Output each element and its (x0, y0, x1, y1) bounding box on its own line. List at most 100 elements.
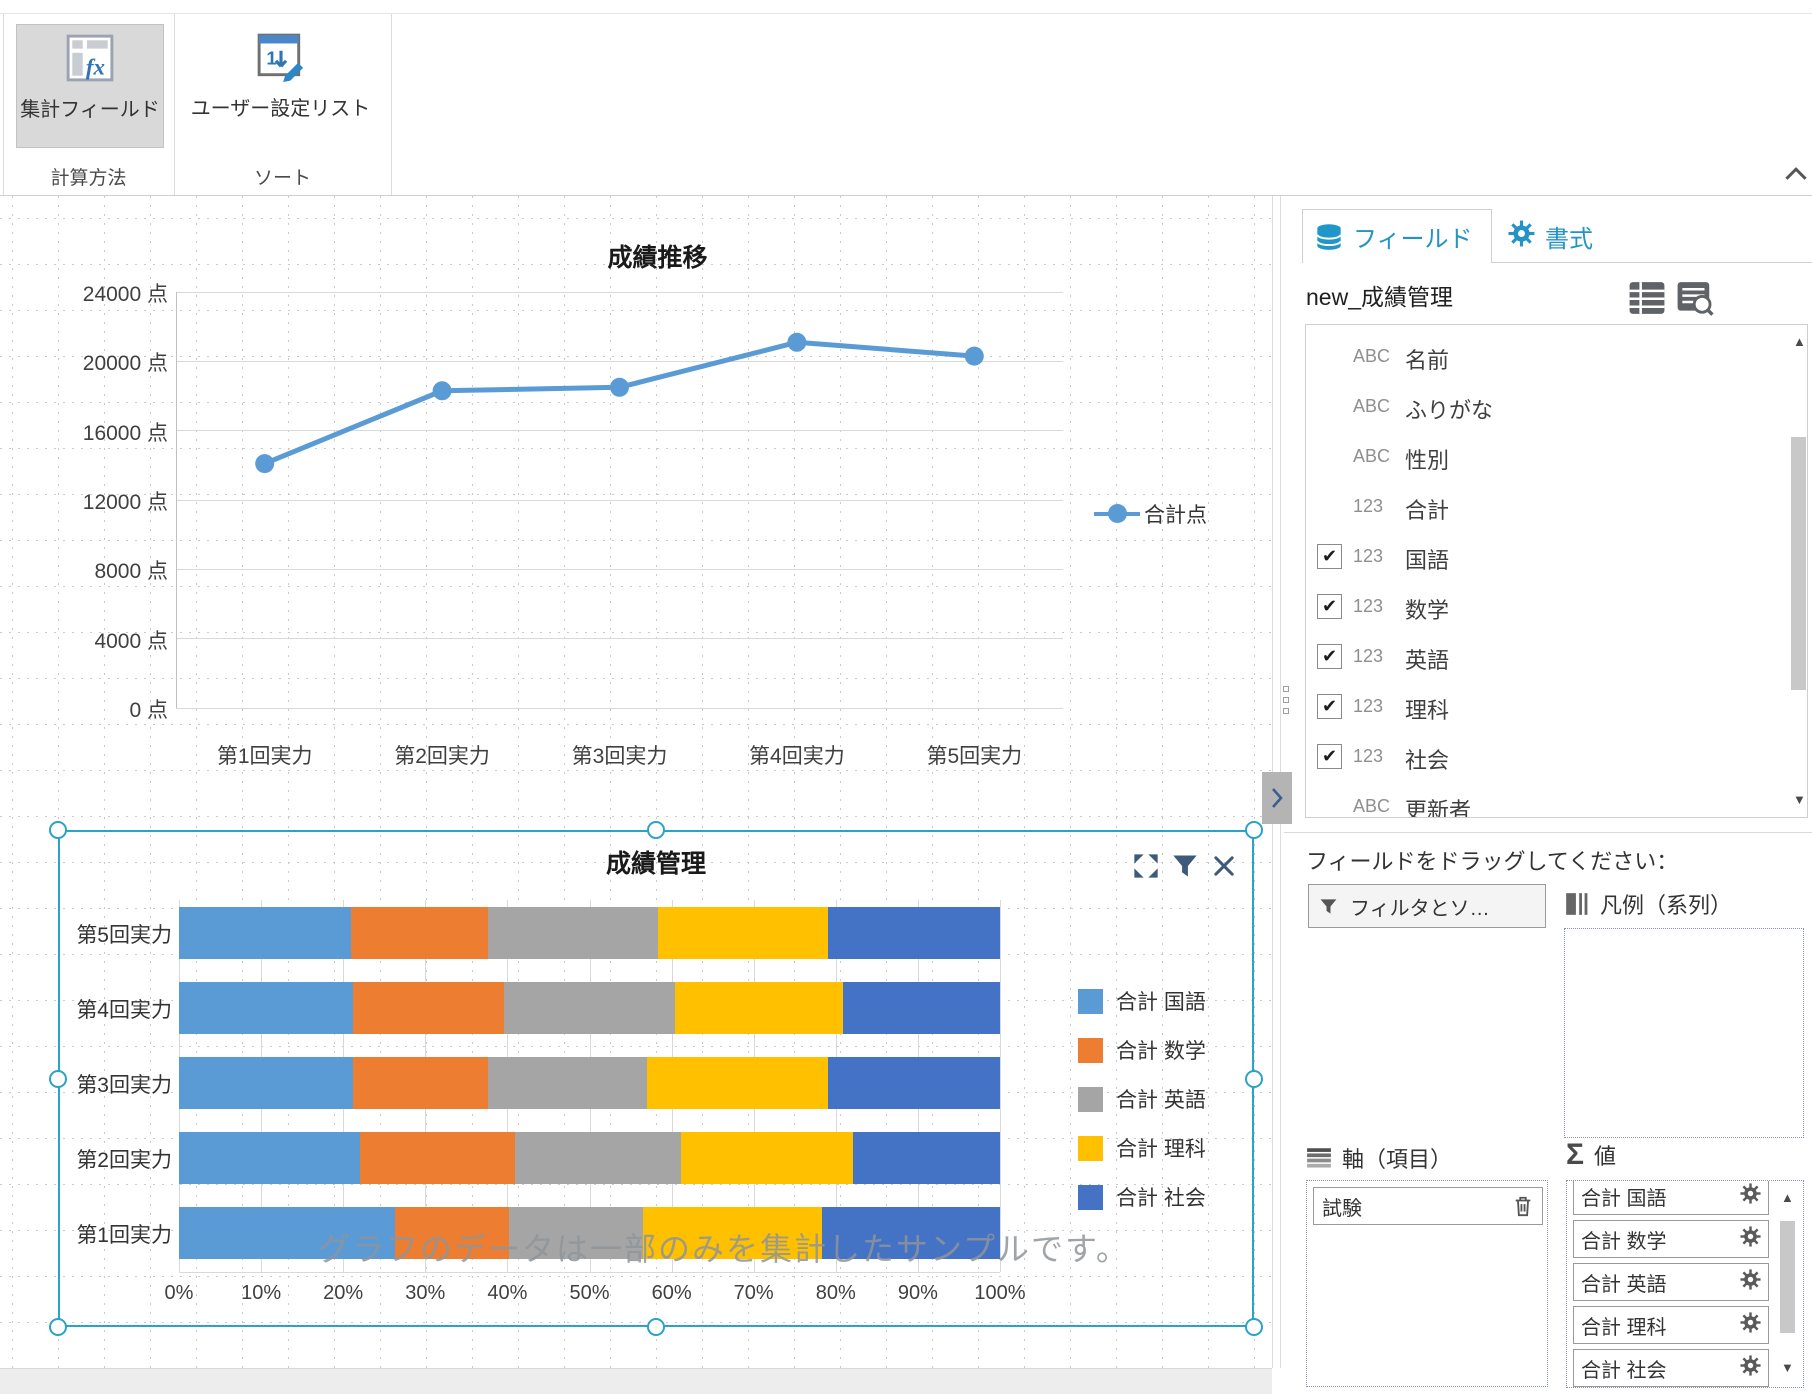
field-name: 社会 (1405, 748, 1450, 773)
field-row[interactable]: ABC 更新者 (1306, 783, 1807, 817)
splitter-grip-icon[interactable] (1283, 708, 1289, 714)
scroll-down-arrow-icon[interactable]: ▼ (1793, 792, 1806, 807)
bar-segment (353, 1057, 488, 1109)
record-search-icon[interactable] (1676, 280, 1714, 316)
value-settings-gear-icon[interactable] (1740, 1312, 1761, 1338)
trash-icon[interactable] (1512, 1194, 1534, 1218)
selection-handle-top-left[interactable] (49, 821, 67, 839)
close-widget-icon[interactable] (1210, 852, 1238, 880)
bar-segment (179, 907, 351, 959)
field-row[interactable]: ✔ 123 数学 (1306, 583, 1807, 631)
field-type-label: ABC (1353, 446, 1391, 466)
field-list: ABC 名前 ABC ふりがな ABC 性別 123 合計 ✔ 123 国語 ✔ 123 数学 ✔ 123 英語… (1305, 324, 1808, 818)
y-axis-tick-label: 0 点 (129, 699, 168, 722)
legend-swatch (1078, 988, 1103, 1014)
collapse-ribbon-chevron-icon[interactable] (1784, 164, 1808, 184)
scrollbar-thumb[interactable] (1780, 1221, 1795, 1333)
value-settings-gear-icon[interactable] (1740, 1355, 1761, 1381)
y-axis-line (176, 292, 177, 708)
value-settings-gear-icon[interactable] (1740, 1269, 1761, 1295)
filter-widget-icon[interactable] (1171, 852, 1199, 880)
line-series (255, 332, 984, 474)
field-row[interactable]: ABC 名前 (1306, 333, 1807, 381)
scroll-down-arrow-icon[interactable]: ▼ (1781, 1360, 1794, 1375)
selection-handle-top-middle[interactable] (647, 821, 665, 839)
sigma-icon: Σ (1566, 1138, 1585, 1171)
selection-handle-bottom-right[interactable] (1245, 1318, 1263, 1336)
legend-series-section-header: 凡例（系列） (1564, 888, 1732, 920)
value-item-label: 合計 社会 (1581, 1359, 1667, 1382)
tab-fields[interactable]: フィールド (1302, 209, 1492, 263)
axis-item-shiken[interactable]: 試験 (1313, 1187, 1543, 1225)
value-item[interactable]: 合計 英語 (1573, 1263, 1769, 1301)
bar-segment (487, 1057, 647, 1109)
field-name: 理科 (1405, 698, 1450, 723)
field-checkbox-checked[interactable]: ✔ (1317, 694, 1342, 719)
value-item[interactable]: 合計 理科 (1573, 1306, 1769, 1344)
legend-label: 合計 英語 (1116, 1089, 1206, 1112)
field-checkbox-checked[interactable]: ✔ (1317, 594, 1342, 619)
field-row[interactable]: ✔ 123 理科 (1306, 683, 1807, 731)
aggregate-field-button[interactable]: fx 集計フィールド (16, 24, 164, 148)
selection-handle-top-right[interactable] (1245, 821, 1263, 839)
bar-segment (394, 1207, 510, 1259)
field-checkbox-checked[interactable]: ✔ (1317, 544, 1342, 569)
field-type-label: ABC (1353, 396, 1391, 416)
value-section-label: 値 (1594, 1144, 1617, 1169)
value-item[interactable]: 合計 社会 (1573, 1349, 1769, 1387)
field-row[interactable]: 123 合計 (1306, 483, 1807, 531)
field-row[interactable]: ✔ 123 英語 (1306, 633, 1807, 681)
group-label-sort: ソート (253, 168, 311, 189)
table-view-icon[interactable] (1628, 280, 1666, 316)
legend-series-drop-area[interactable] (1564, 928, 1804, 1138)
axis-item-label: 試験 (1322, 1197, 1362, 1220)
field-row[interactable]: ✔ 123 社会 (1306, 733, 1807, 781)
expand-panel-button[interactable] (1262, 772, 1292, 824)
selection-handle-bottom-left[interactable] (49, 1318, 67, 1336)
stacked-bar-row (179, 1057, 1000, 1109)
canvas-bottom-bar (0, 1368, 1272, 1394)
value-drop-area[interactable]: 合計 国語合計 数学合計 英語合計 理科合計 社会 (1566, 1180, 1804, 1388)
scrollbar-thumb[interactable] (1791, 437, 1806, 690)
bar-row-label: 第1回実力 (76, 1224, 172, 1247)
bar-segment (843, 982, 1000, 1034)
user-defined-list-button[interactable]: 1 ユーザー設定リスト (170, 24, 391, 148)
x-axis-tick-label: 第3回実力 (571, 745, 668, 768)
widget-controls (1132, 852, 1238, 880)
tab-fields-label: フィールド (1353, 226, 1473, 253)
legend-line-marker (1094, 504, 1140, 523)
bar-segment (642, 1207, 822, 1259)
value-item[interactable]: 合計 国語 (1573, 1181, 1769, 1215)
scroll-up-arrow-icon[interactable]: ▲ (1793, 334, 1806, 349)
bar-segment (853, 1132, 1000, 1184)
field-checkbox-checked[interactable]: ✔ (1317, 744, 1342, 769)
value-settings-gear-icon[interactable] (1740, 1226, 1761, 1252)
field-name: 合計 (1405, 498, 1450, 523)
field-name: ふりがな (1405, 398, 1494, 423)
bar-row-label: 第4回実力 (76, 999, 172, 1022)
filter-and-sort-button[interactable]: フィルタとソ… (1308, 884, 1546, 928)
scroll-up-arrow-icon[interactable]: ▲ (1781, 1190, 1794, 1205)
field-checkbox-checked[interactable]: ✔ (1317, 644, 1342, 669)
stacked-bar-row (179, 1132, 1000, 1184)
splitter-grip-icon[interactable] (1283, 697, 1289, 703)
value-item[interactable]: 合計 数学 (1573, 1220, 1769, 1258)
field-row[interactable]: ABC ふりがな (1306, 383, 1807, 431)
field-name: 性別 (1405, 448, 1450, 473)
selection-handle-left-middle[interactable] (49, 1070, 67, 1088)
expand-widget-icon[interactable] (1132, 852, 1160, 880)
value-settings-gear-icon[interactable] (1740, 1183, 1761, 1209)
x-axis-line (179, 1272, 1000, 1273)
sample-data-watermark: グラフのデータは一部のみを集計したサンプルです。 (318, 1231, 1130, 1267)
selection-handle-right-middle[interactable] (1245, 1070, 1263, 1088)
bar-segment (827, 907, 1000, 959)
selection-handle-bottom-middle[interactable] (647, 1318, 665, 1336)
field-row[interactable]: ABC 性別 (1306, 433, 1807, 481)
value-item-label: 合計 国語 (1581, 1187, 1667, 1210)
field-row[interactable]: ✔ 123 国語 (1306, 533, 1807, 581)
tab-format[interactable]: 書式 (1502, 209, 1593, 263)
legend-series-label: 凡例（系列） (1600, 893, 1733, 918)
splitter-grip-icon[interactable] (1283, 686, 1289, 692)
